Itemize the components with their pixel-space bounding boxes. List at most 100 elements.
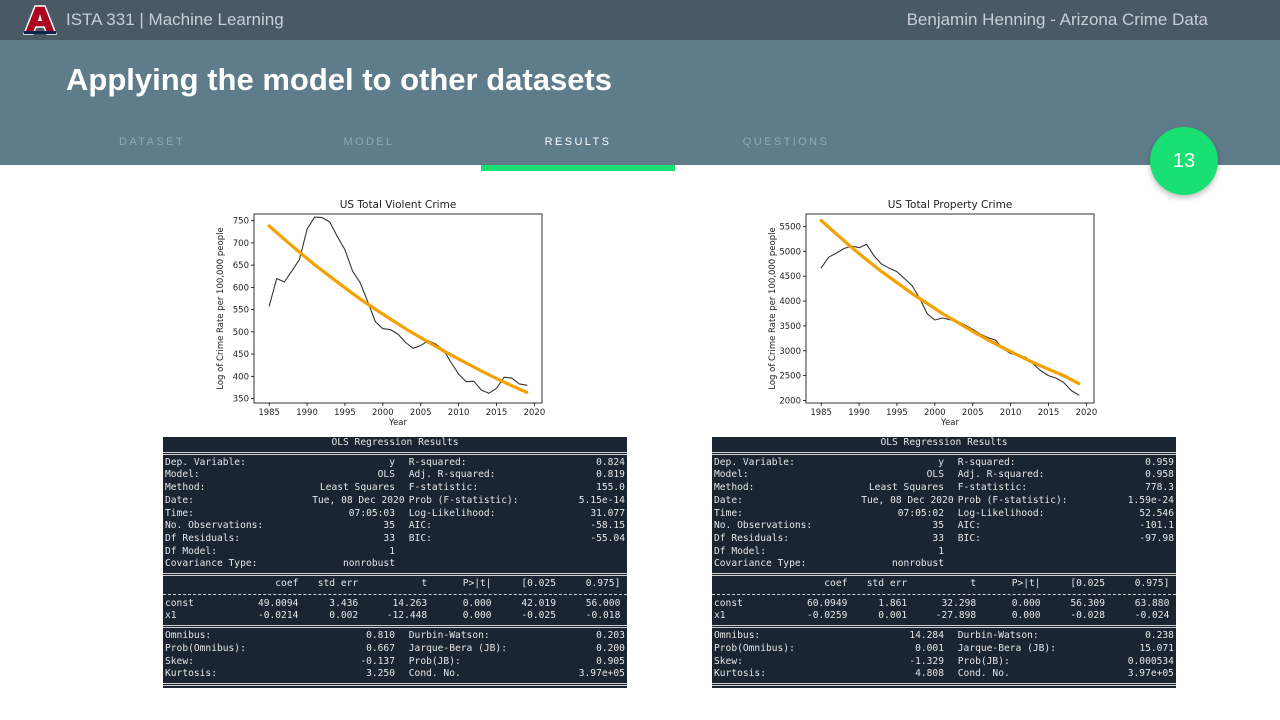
- y-tick-label: 550: [233, 306, 249, 316]
- ols-cell: 0.905: [596, 655, 625, 667]
- ols-cell: Log-Likelihood:: [957, 507, 1045, 519]
- fit-curve-line: [819, 218, 1081, 386]
- violent-crime-chart: US Total Violent Crime 1985 1990 1995 2000 20…: [210, 193, 550, 428]
- divider: [712, 451, 1176, 455]
- coef-row: const 60.0949 1.861 32.298 0.000 56.309 63.880: [712, 598, 1176, 611]
- divider: [163, 593, 627, 595]
- ols-cell: [1105, 546, 1174, 559]
- tab-dataset[interactable]: DATASET: [119, 136, 185, 148]
- y-tick-label: 3000: [779, 347, 801, 357]
- y-tick-label: 4500: [779, 272, 801, 282]
- ols-stat-row: No. Observations: 35 AIC: -58.15: [163, 520, 627, 533]
- coef-cell: 0.000: [1011, 610, 1041, 622]
- ols-cell: No. Observations:: [165, 520, 264, 532]
- ols-diag-row: Skew: -0.137 Prob(JB): 0.905: [163, 656, 627, 669]
- ols-cell: Adj. R-squared:: [957, 469, 1045, 481]
- ols-stat-row: Df Model: 1: [712, 546, 1176, 559]
- ols-cell: Omnibus:: [165, 630, 212, 642]
- x-axis-label: Year: [940, 418, 960, 428]
- coef-cell: -12.448: [386, 610, 428, 622]
- ols-cell: 0.203: [596, 630, 625, 642]
- ols-cell: Time:: [165, 507, 194, 519]
- x-tick-label: 2000: [924, 408, 946, 418]
- y-tick-label: 2000: [779, 397, 801, 407]
- ols-cell: [556, 558, 625, 571]
- ols-cell: Prob (F-statistic):: [408, 494, 519, 506]
- y-tick-label: 450: [233, 350, 249, 360]
- y-tick-label: 700: [233, 239, 249, 249]
- ols-cell: AIC:: [408, 520, 432, 532]
- ols-cell: [395, 558, 556, 571]
- coef-cell: -0.024: [1134, 610, 1170, 622]
- ols-cell: Kurtosis:: [165, 668, 217, 680]
- ols-cell: 31.077: [590, 507, 625, 519]
- ols-cell: 0.000534: [1127, 655, 1174, 667]
- ols-stat-row: Covariance Type: nonrobust: [163, 558, 627, 571]
- coef-cell: 56.309: [1070, 597, 1105, 609]
- tab-model[interactable]: MODEL: [343, 136, 395, 148]
- ols-stat-row: Model: OLS Adj. R-squared: 0.958: [712, 469, 1176, 482]
- ols-cell: Skew:: [714, 655, 743, 667]
- ols-cell: -0.137: [360, 655, 395, 667]
- ols-cell: 0.200: [596, 642, 625, 654]
- ols-cell: Cond. No.: [408, 668, 461, 680]
- coef-cell: -0.025: [521, 610, 556, 622]
- ols-cell: Df Model:: [165, 545, 217, 557]
- y-tick-label: 5000: [779, 247, 801, 257]
- active-tab-indicator: [481, 165, 675, 171]
- ols-cell: Cond. No.: [957, 668, 1010, 680]
- y-tick-label: 2500: [779, 372, 801, 382]
- ols-cell: 3.97e+05: [578, 668, 625, 680]
- ols-cell: 0.819: [596, 469, 625, 481]
- tab-questions[interactable]: QUESTIONS: [742, 136, 830, 148]
- ols-cell: Date:: [714, 494, 743, 506]
- coef-header-row: coef std err t P>|t| [0.025 0.975]: [712, 578, 1176, 591]
- ols-cell: 4.808: [915, 668, 944, 680]
- ols-cell: 33: [932, 532, 944, 544]
- ols-cell: Covariance Type:: [165, 558, 258, 570]
- ols-stat-row: Covariance Type: nonrobust: [712, 558, 1176, 571]
- ols-cell: 1.59e-24: [1127, 494, 1174, 506]
- coef-cell: -0.028: [1070, 610, 1105, 622]
- ols-cell: Method:: [714, 482, 755, 494]
- ols-cell: Prob (F-statistic):: [957, 494, 1068, 506]
- ols-cell: Least Squares: [868, 482, 944, 494]
- observed-data-line: [268, 216, 528, 394]
- slide-number-badge: 13: [1150, 127, 1218, 195]
- ols-cell: 33: [383, 532, 395, 544]
- ols-cell: Prob(JB):: [408, 655, 461, 667]
- ols-cell: 0.958: [1145, 469, 1174, 481]
- ols-cell: nonrobust: [892, 558, 944, 570]
- ols-cell: Tue, 08 Dec 2020: [312, 494, 405, 506]
- x-tick-label: 1990: [296, 408, 318, 418]
- coef-header-cell: std err: [866, 578, 908, 590]
- ols-cell: [395, 546, 556, 559]
- coef-cell: 32.298: [941, 597, 977, 609]
- coef-cell: -0.018: [585, 610, 621, 622]
- ols-cell: 0.001: [915, 642, 944, 654]
- coef-cell: 0.002: [329, 610, 359, 622]
- ols-stat-row: Time: 07:05:03 Log-Likelihood: 31.077: [163, 508, 627, 521]
- top-bar: ISTA 331 | Machine Learning Benjamin Hen…: [0, 0, 1280, 40]
- tab-results[interactable]: RESULTS: [544, 136, 612, 148]
- x-tick-label: 2015: [486, 408, 508, 418]
- ols-cell: OLS: [377, 469, 395, 481]
- coef-header-cell: [0.025: [1070, 578, 1105, 590]
- x-tick-label: 2005: [962, 408, 984, 418]
- ols-cell: -101.1: [1139, 520, 1174, 532]
- chart-title: US Total Property Crime: [888, 199, 1013, 211]
- coef-cell: -0.0259: [806, 610, 848, 622]
- coef-row: const 49.0094 3.436 14.263 0.000 42.019 56.000: [163, 598, 627, 611]
- ols-stat-row: Df Model: 1: [163, 546, 627, 559]
- ols-diag-row: Kurtosis: 4.808 Cond. No. 3.97e+05: [712, 668, 1176, 681]
- ols-cell: Prob(JB):: [957, 655, 1010, 667]
- x-tick-label: 1985: [810, 408, 832, 418]
- ols-cell: Durbin-Watson:: [957, 630, 1039, 642]
- divider: [712, 573, 1176, 577]
- coef-header-cell: coef: [275, 578, 299, 590]
- y-tick-label: 3500: [779, 322, 801, 332]
- ols-cell: 52.546: [1139, 507, 1174, 519]
- coef-cell: x1: [714, 610, 726, 622]
- ols-cell: Date:: [165, 494, 194, 506]
- author-subtitle: Benjamin Henning - Arizona Crime Data: [906, 10, 1208, 29]
